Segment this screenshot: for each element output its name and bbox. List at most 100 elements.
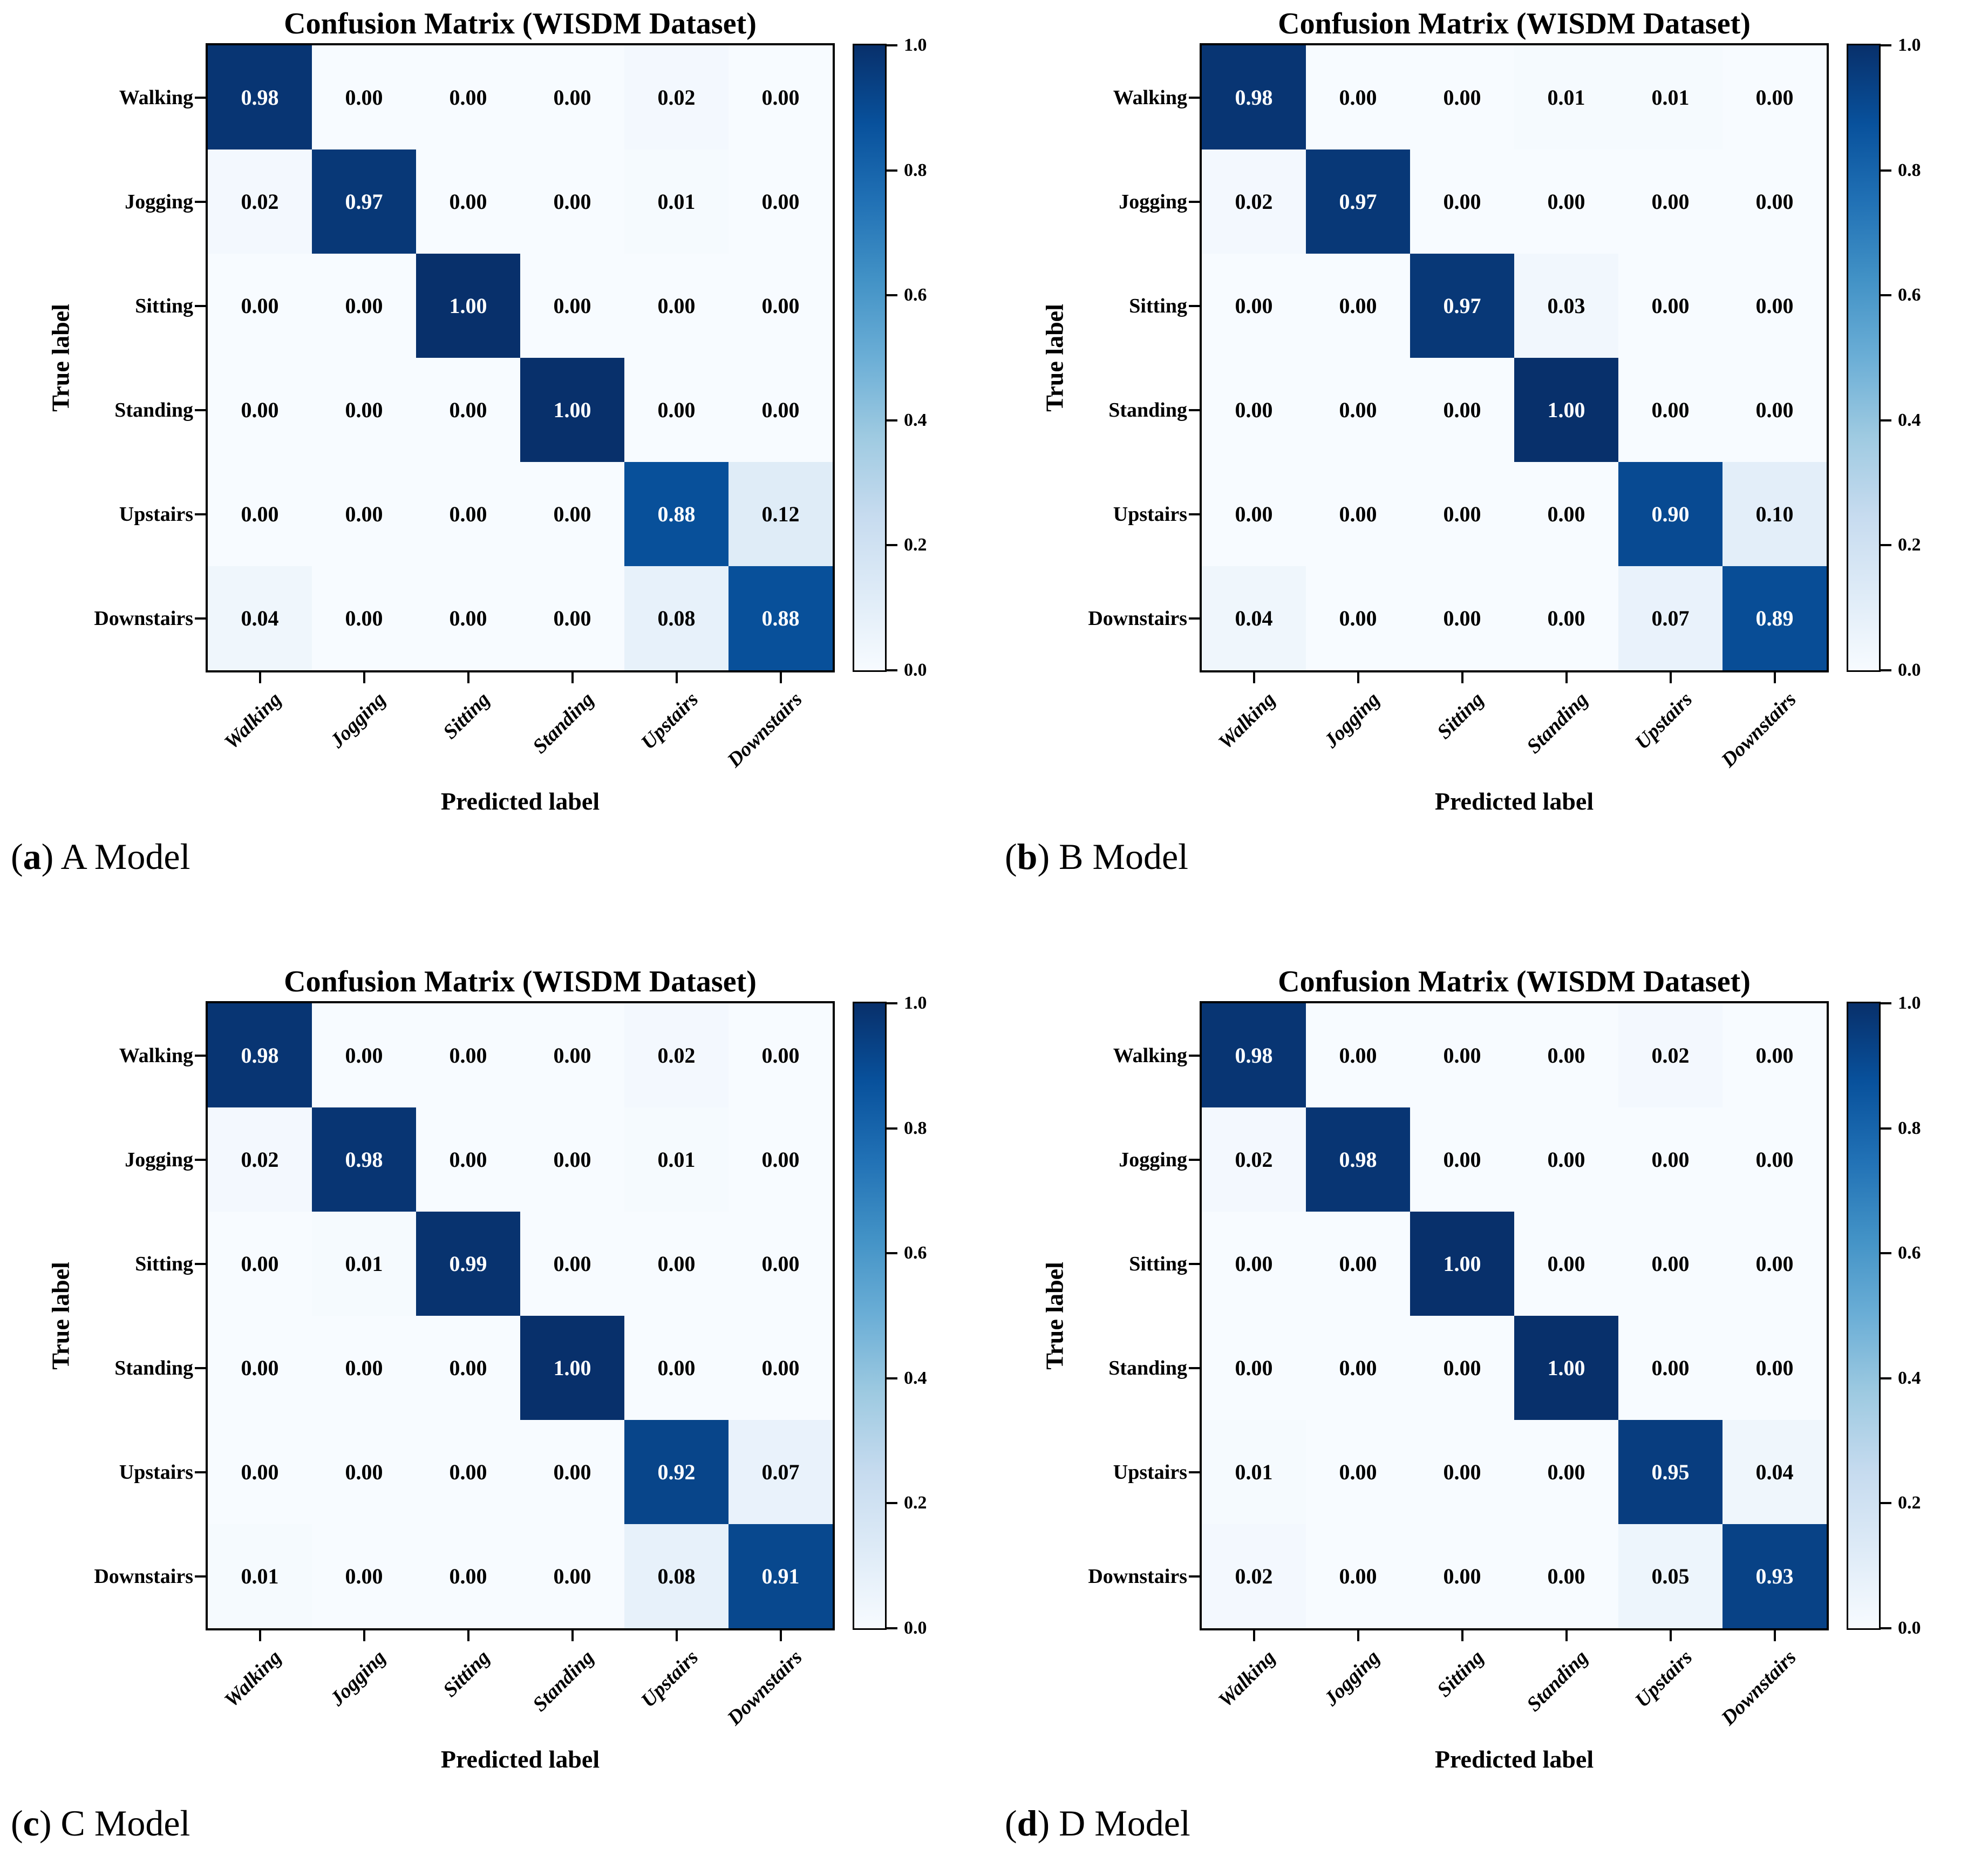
heatmap-cell: 0.00 (1514, 566, 1618, 670)
heatmap-cell: 0.00 (416, 1107, 520, 1212)
colorbar-tick-label: 0.8 (1898, 1118, 1921, 1138)
heatmap-cell: 0.00 (1723, 358, 1827, 462)
heatmap-cell: 0.00 (520, 149, 624, 254)
heatmap-cell: 0.95 (1618, 1420, 1723, 1524)
cell-value: 0.90 (1651, 502, 1690, 526)
y-tick-label: Walking (1113, 86, 1187, 109)
y-tick-label: Sitting (135, 1252, 193, 1275)
heatmap-cell: 1.00 (1410, 1212, 1514, 1316)
cell-value: 0.00 (1443, 1564, 1481, 1588)
x-tick-mark (1461, 1630, 1463, 1641)
heatmap-cell: 0.00 (1410, 1524, 1514, 1628)
cell-value: 0.00 (553, 294, 591, 318)
caption-paren-open: ( (11, 1803, 23, 1844)
y-tick-label: Downstairs (1088, 1565, 1187, 1588)
x-tick-label: Downstairs (1717, 688, 1801, 772)
heatmap-cell: 0.00 (1306, 254, 1410, 358)
colorbar-tick-label: 0.6 (1898, 285, 1921, 305)
y-tick-label: Downstairs (94, 1565, 193, 1588)
heatmap-cell: 0.12 (729, 462, 833, 566)
cell-value: 0.00 (1755, 1356, 1794, 1380)
x-tick-label: Walking (220, 688, 286, 754)
heatmap-cell: 0.01 (312, 1212, 416, 1316)
colorbar-tick-mark (1881, 1002, 1891, 1004)
y-tick-label: Sitting (135, 294, 193, 317)
y-tick-mark (1189, 1054, 1200, 1057)
x-tick-mark (467, 672, 469, 683)
colorbar-tick-label: 0.8 (904, 160, 927, 180)
x-tick-label: Downstairs (723, 688, 807, 772)
y-tick-mark (1189, 1471, 1200, 1473)
heatmap-cell: 0.00 (1410, 149, 1514, 254)
y-tick-label: Downstairs (94, 607, 193, 630)
y-tick-label: Jogging (125, 1148, 193, 1171)
caption-label: D Model (1059, 1803, 1190, 1844)
colorbar (1847, 44, 1881, 672)
y-tick-label: Walking (119, 1044, 193, 1067)
heatmap-cell: 0.07 (1618, 566, 1723, 670)
y-tick-label: Jogging (1119, 190, 1187, 213)
cell-value: 0.00 (553, 606, 591, 630)
cell-value: 0.00 (657, 294, 696, 318)
heatmap-cell: 0.00 (624, 1212, 729, 1316)
heatmap-cell: 0.00 (1410, 1316, 1514, 1420)
chart-title: Confusion Matrix (WISDM Dataset) (1278, 965, 1751, 998)
heatmap-cell: 0.00 (312, 1316, 416, 1420)
y-axis-label: True label (1040, 1262, 1068, 1370)
heatmap-cell: 0.00 (1618, 1316, 1723, 1420)
heatmap-cell: 0.00 (624, 1316, 729, 1420)
heatmap-cell: 0.93 (1723, 1524, 1827, 1628)
cell-value: 0.00 (345, 1356, 383, 1380)
x-tick-mark (1252, 672, 1255, 683)
colorbar-tick-label: 0.2 (1898, 1493, 1921, 1513)
heatmap-cell: 0.02 (1202, 1524, 1306, 1628)
colorbar-tick-mark (1881, 1502, 1891, 1505)
heatmap-cell: 0.00 (312, 45, 416, 149)
heatmap-cell: 0.00 (1202, 462, 1306, 566)
cell-value: 0.00 (449, 606, 487, 630)
x-tick-label: Upstairs (636, 688, 703, 754)
heatmap-cell: 0.00 (520, 1212, 624, 1316)
cell-value: 0.00 (553, 85, 591, 110)
cell-value: 0.00 (1443, 606, 1481, 630)
y-tick-label: Jogging (125, 190, 193, 213)
y-axis-label: True label (1040, 304, 1068, 412)
x-tick-mark (779, 1630, 782, 1641)
heatmap-cell: 0.00 (729, 1212, 833, 1316)
x-tick-label: Walking (1214, 688, 1280, 754)
colorbar-tick-mark (887, 294, 897, 297)
cell-value: 0.00 (1339, 294, 1377, 318)
cell-value: 0.89 (1755, 606, 1794, 630)
cell-value: 0.00 (1339, 1252, 1377, 1276)
x-tick-label: Standing (528, 688, 598, 758)
x-tick-mark (1565, 1630, 1568, 1641)
colorbar-tick-label: 0.8 (904, 1118, 927, 1138)
heatmap-cell: 0.02 (208, 149, 312, 254)
heatmap-cell: 0.00 (416, 566, 520, 670)
cell-value: 0.00 (1443, 398, 1481, 422)
x-tick-mark (571, 672, 574, 683)
caption-paren-open: ( (1005, 1803, 1017, 1844)
y-tick-label: Sitting (1129, 294, 1187, 317)
cell-value: 0.00 (449, 85, 487, 110)
heatmap-cell: 0.00 (416, 1524, 520, 1628)
y-tick-mark (1189, 409, 1200, 411)
y-tick-mark (1189, 1262, 1200, 1265)
x-axis-label: Predicted label (1434, 787, 1594, 815)
cell-value: 1.00 (1443, 1252, 1481, 1276)
y-tick-mark (1189, 617, 1200, 620)
heatmap-cell: 0.00 (312, 358, 416, 462)
heatmap-cell: 0.00 (1410, 358, 1514, 462)
colorbar-tick-mark (1881, 544, 1891, 547)
y-tick-label: Sitting (1129, 1252, 1187, 1275)
cell-value: 1.00 (1547, 398, 1585, 422)
x-tick-mark (675, 1630, 678, 1641)
cell-value: 0.00 (553, 1147, 591, 1172)
cell-value: 0.00 (1547, 1043, 1585, 1068)
cell-value: 0.00 (449, 398, 487, 422)
cell-value: 0.91 (761, 1564, 800, 1588)
x-tick-mark (1357, 1630, 1359, 1641)
cell-value: 0.00 (761, 85, 800, 110)
heatmap-cell: 0.00 (416, 1003, 520, 1107)
cell-value: 0.01 (657, 189, 696, 214)
